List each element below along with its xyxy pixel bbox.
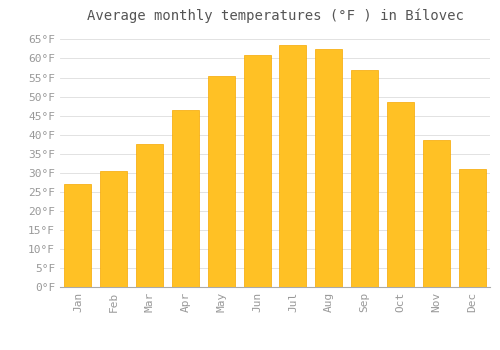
Bar bbox=[244, 55, 270, 287]
Bar bbox=[458, 169, 485, 287]
Bar bbox=[64, 184, 92, 287]
Bar bbox=[316, 49, 342, 287]
Bar bbox=[280, 45, 306, 287]
Bar bbox=[100, 171, 127, 287]
Bar bbox=[172, 110, 199, 287]
Bar bbox=[423, 140, 450, 287]
Title: Average monthly temperatures (°F ) in Bílovec: Average monthly temperatures (°F ) in Bí… bbox=[86, 8, 464, 23]
Bar bbox=[387, 102, 414, 287]
Bar bbox=[208, 76, 234, 287]
Bar bbox=[351, 70, 378, 287]
Bar bbox=[136, 144, 163, 287]
